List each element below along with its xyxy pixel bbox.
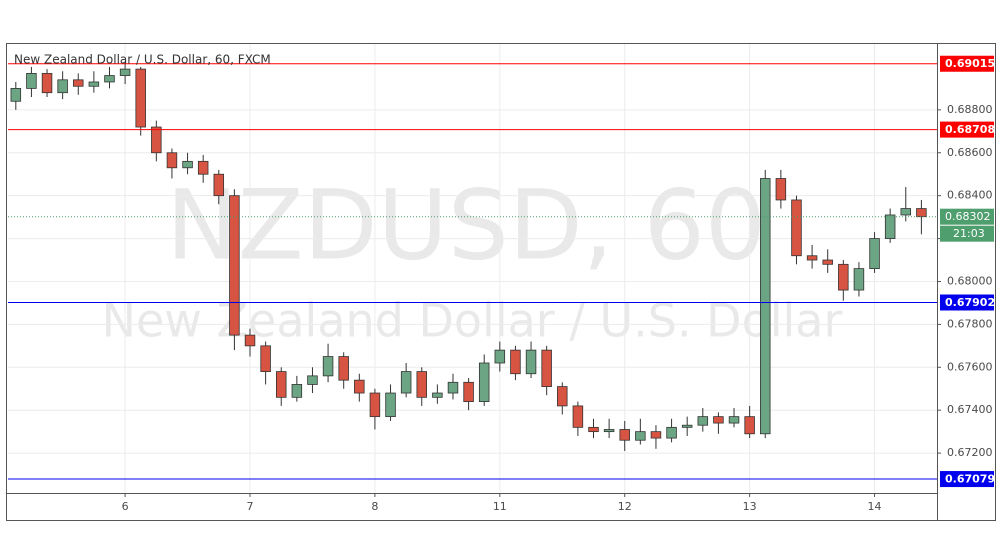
candle-body bbox=[151, 126, 162, 154]
x-tick-label: 7 bbox=[247, 500, 254, 513]
level-label-box bbox=[940, 294, 994, 311]
candle-body bbox=[760, 178, 771, 435]
candle-body bbox=[119, 68, 131, 76]
candle-body bbox=[166, 152, 178, 169]
candle-body bbox=[650, 431, 662, 439]
watermark-subtitle: New Zealand Dollar / U.S. Dollar bbox=[102, 294, 843, 348]
candle-body bbox=[400, 371, 412, 394]
candle-body bbox=[369, 392, 381, 418]
x-tick-label: 13 bbox=[743, 500, 757, 513]
candle-body bbox=[73, 79, 84, 87]
candle-body bbox=[338, 356, 349, 381]
candle-body bbox=[494, 349, 506, 364]
level-label-box bbox=[940, 471, 994, 488]
candle-body bbox=[681, 424, 693, 428]
last-price-label: 0.68302 bbox=[945, 210, 991, 223]
candle-body bbox=[322, 356, 334, 377]
candle-body bbox=[57, 79, 68, 94]
y-tick-label: 0.67600 bbox=[947, 360, 993, 373]
candle-body bbox=[572, 405, 584, 428]
candle-body bbox=[260, 345, 271, 372]
watermark: NZDUSD, 60 bbox=[166, 169, 766, 281]
candle-body bbox=[744, 416, 755, 435]
chart-frame bbox=[6, 43, 996, 521]
candle-body bbox=[603, 429, 615, 433]
x-tick-label: 12 bbox=[618, 500, 632, 513]
y-tick-label: 0.68800 bbox=[947, 103, 993, 116]
candle-body bbox=[416, 371, 427, 398]
y-tick-label: 0.67400 bbox=[947, 403, 993, 416]
candle-body bbox=[775, 178, 787, 201]
chart-title: New Zealand Dollar / U.S. Dollar, 60, FX… bbox=[14, 53, 271, 67]
candle-body bbox=[385, 392, 396, 418]
candle-body bbox=[541, 349, 552, 387]
countdown-label: 21:03 bbox=[953, 227, 985, 240]
candle-body bbox=[900, 208, 912, 216]
level-label: 0.69015 bbox=[945, 57, 995, 70]
candle-body bbox=[510, 349, 521, 375]
level-label: 0.67902 bbox=[945, 296, 995, 309]
y-tick-label: 0.67800 bbox=[947, 317, 993, 330]
candle-body bbox=[244, 334, 256, 347]
last-price-box bbox=[940, 208, 994, 225]
candle-body bbox=[619, 429, 630, 441]
candle-body bbox=[525, 349, 537, 375]
x-tick-label: 11 bbox=[493, 500, 507, 513]
level-label-box bbox=[940, 55, 994, 72]
x-tick-label: 6 bbox=[122, 500, 129, 513]
candle-body bbox=[838, 263, 849, 291]
candle-body bbox=[853, 268, 865, 291]
candle-body bbox=[182, 160, 193, 169]
candle-body bbox=[916, 208, 927, 218]
candle-body bbox=[869, 238, 880, 270]
candle-body bbox=[88, 81, 100, 87]
y-tick-label: 0.68000 bbox=[947, 274, 993, 287]
candle-body bbox=[354, 379, 365, 394]
candle-body bbox=[884, 214, 896, 239]
x-tick-label: 14 bbox=[868, 500, 882, 513]
candle-body bbox=[666, 426, 677, 439]
candle-body bbox=[213, 173, 225, 197]
y-tick-label: 0.68400 bbox=[947, 189, 993, 202]
candle-body bbox=[697, 416, 709, 426]
candle-body bbox=[557, 386, 568, 407]
candle-body bbox=[135, 68, 146, 128]
level-label-box bbox=[940, 121, 994, 138]
y-tick-label: 0.68600 bbox=[947, 146, 993, 159]
y-tick-label: 0.67200 bbox=[947, 446, 993, 459]
candle-body bbox=[806, 255, 818, 261]
candle-body bbox=[822, 259, 833, 265]
candle-body bbox=[307, 375, 318, 385]
candle-body bbox=[447, 381, 459, 394]
candle-body bbox=[291, 384, 303, 398]
x-tick-label: 8 bbox=[371, 500, 378, 513]
candle-body bbox=[432, 392, 443, 398]
candle-body bbox=[791, 199, 802, 257]
candle-body bbox=[10, 88, 22, 102]
candle-body bbox=[229, 195, 240, 336]
candle-body bbox=[635, 431, 646, 441]
candle-body bbox=[728, 416, 740, 424]
candle-body bbox=[41, 72, 53, 94]
candle-body bbox=[478, 362, 490, 403]
candle-body bbox=[197, 160, 209, 175]
level-label: 0.67079 bbox=[945, 473, 995, 486]
candle-body bbox=[275, 371, 287, 398]
level-label: 0.68708 bbox=[945, 123, 995, 136]
candle-body bbox=[713, 416, 724, 424]
candle-body bbox=[26, 72, 37, 89]
candle-body bbox=[104, 75, 115, 83]
countdown-box bbox=[940, 225, 994, 242]
candle-body bbox=[463, 381, 474, 403]
candle-body bbox=[588, 426, 599, 433]
